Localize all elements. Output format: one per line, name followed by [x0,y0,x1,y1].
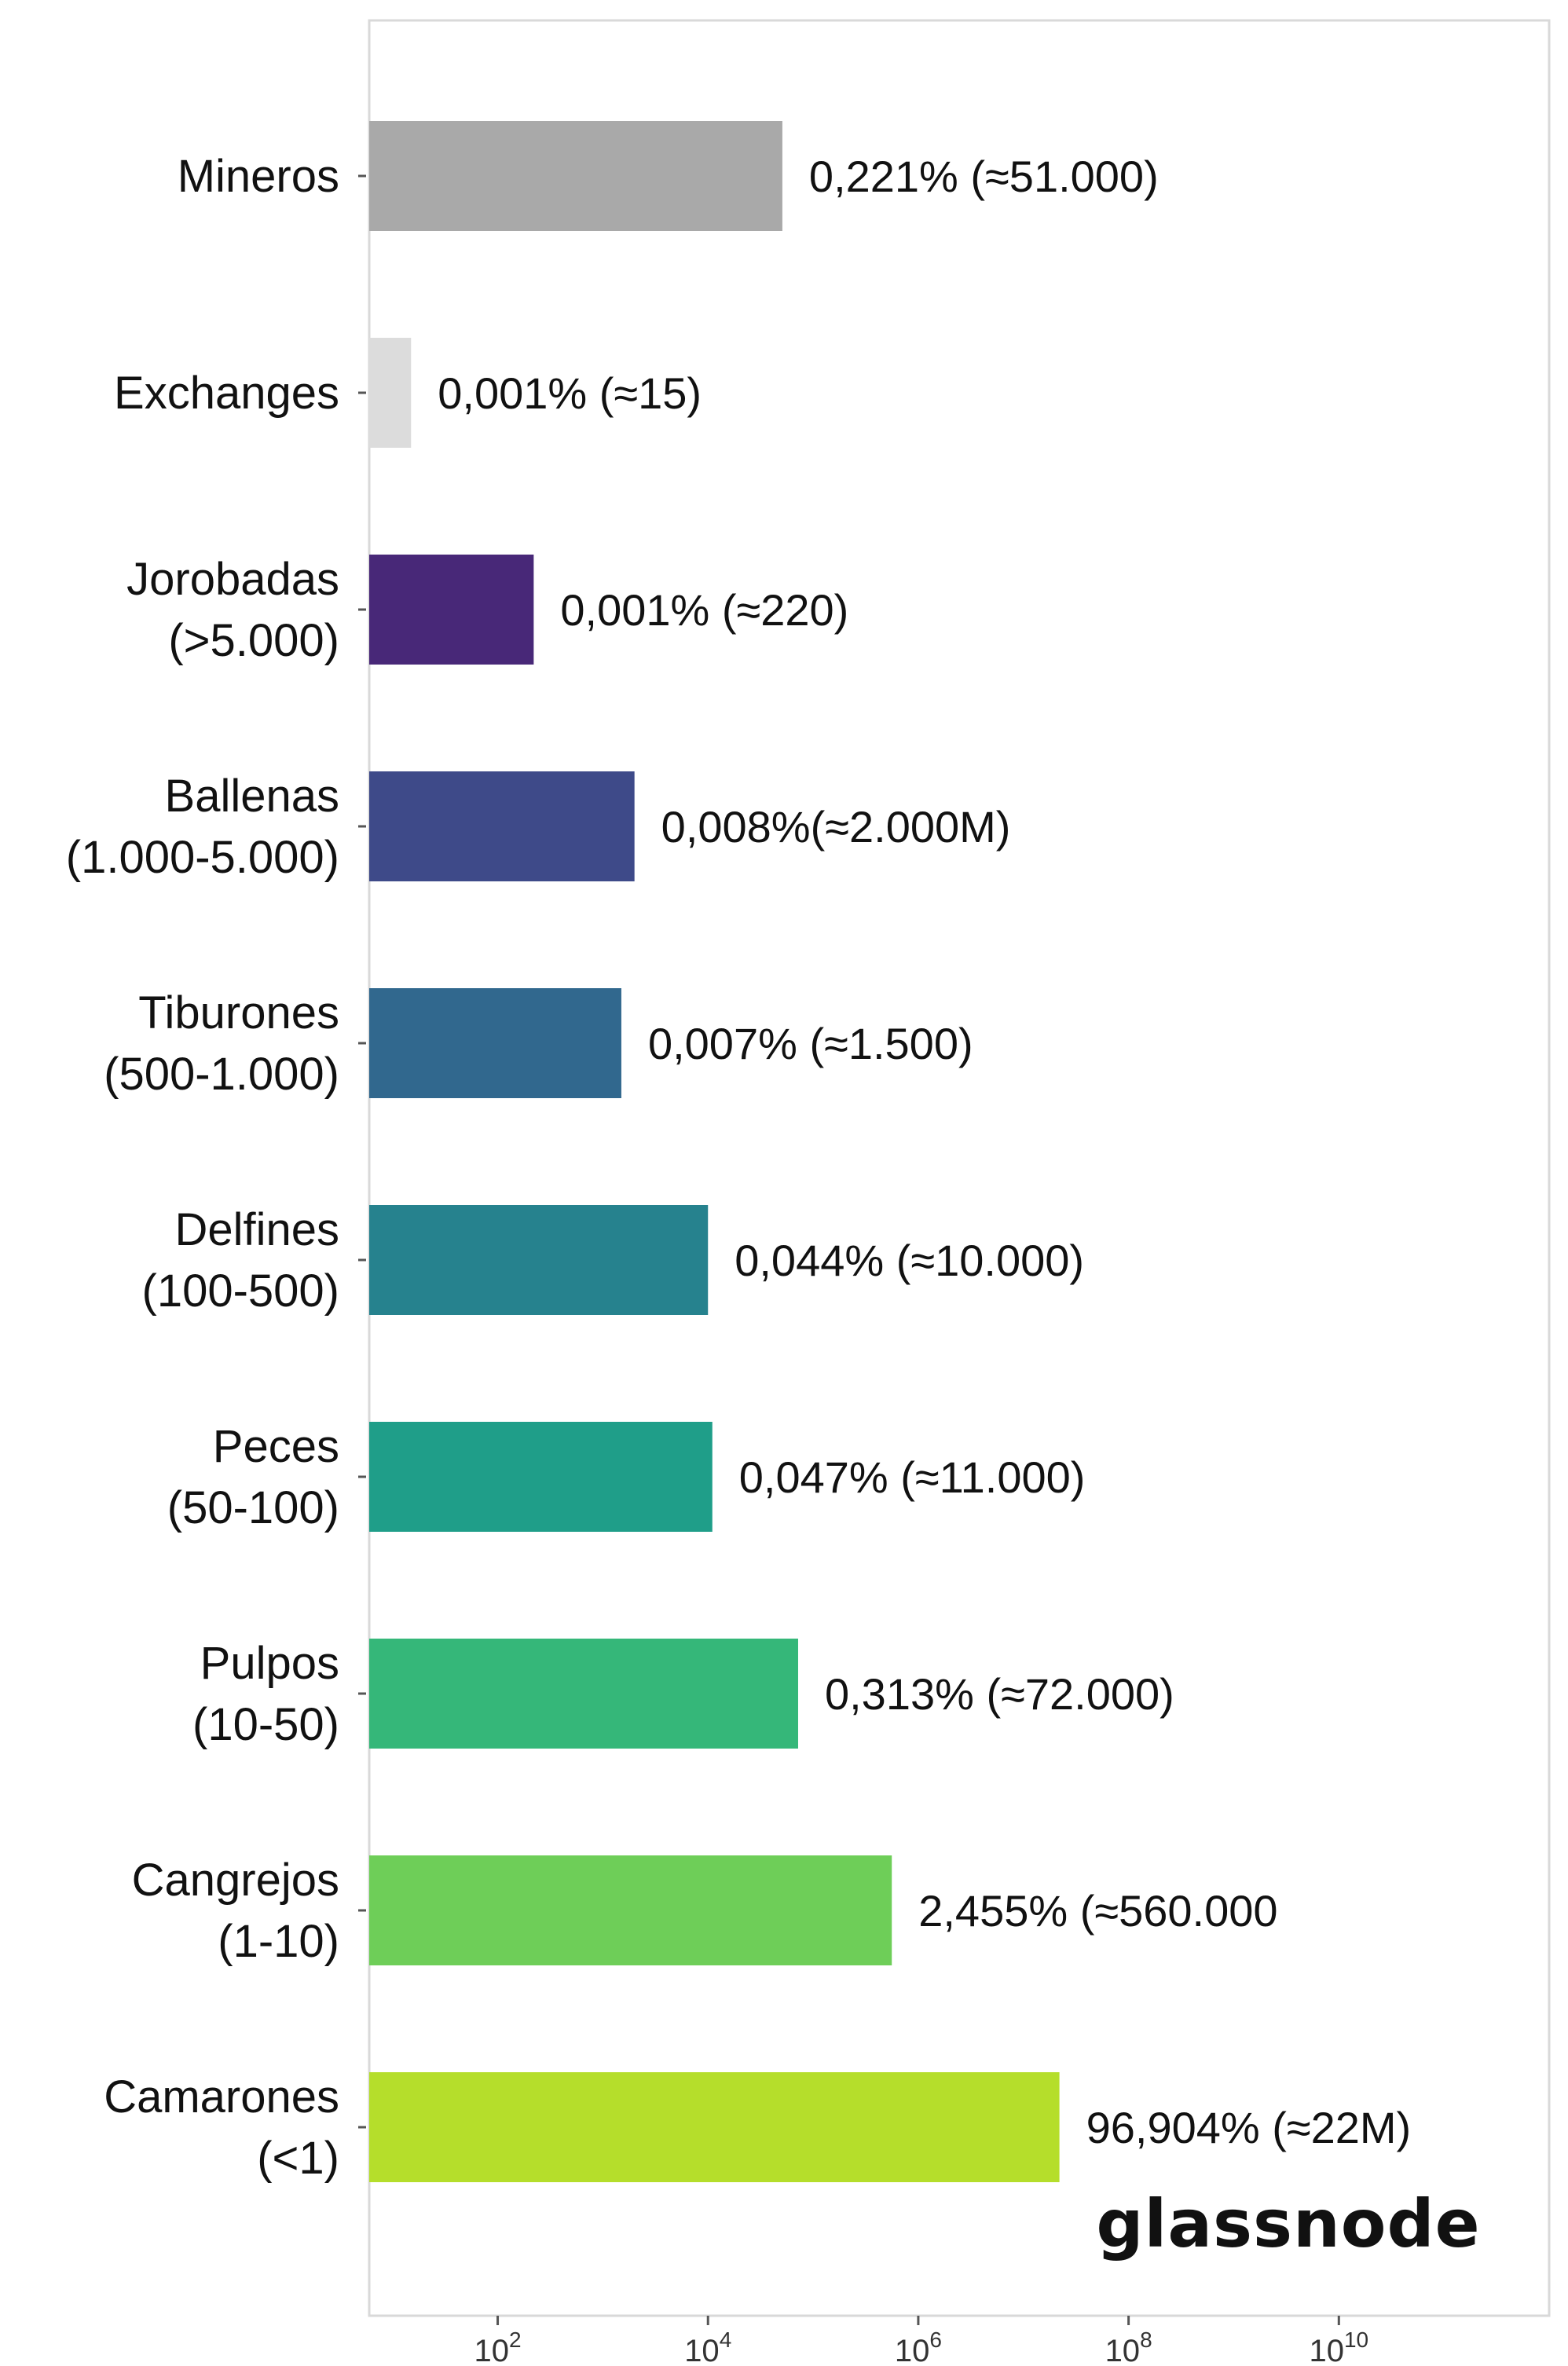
x-tick-exponent: 10 [1344,2328,1368,2352]
x-tick-label: 104 [684,2328,731,2366]
bar [369,555,534,665]
bar-group: Tiburones (500-1.000) 0,007% (≈1.500) [104,987,973,1100]
category-label: (1-10) [218,1916,339,1967]
data-label: 0,313% (≈72.000) [825,1669,1174,1719]
category-label: Ballenas [165,771,339,822]
data-label: 0,221% (≈51.000) [809,152,1159,201]
category-label: (<1) [257,2133,339,2184]
category-label: Tiburones [138,987,339,1038]
x-tick-label: 1010 [1309,2328,1368,2366]
x-tick-exponent: 2 [509,2328,522,2352]
category-label: Pulpos [200,1638,339,1689]
x-tick-base: 10 [895,2334,930,2366]
bar [369,771,635,881]
x-tick-label: 108 [1105,2328,1152,2366]
x-tick-label: 102 [474,2328,522,2366]
category-label: Delfines [174,1204,339,1255]
category-label: Camarones [104,2071,339,2122]
category-label: Jorobadas [126,554,339,605]
bar [369,2072,1060,2182]
data-label: 96,904% (≈22M) [1086,2103,1412,2152]
category-label: (10-50) [192,1699,339,1750]
x-tick-exponent: 8 [1140,2328,1152,2352]
category-label: Exchanges [114,368,339,419]
bar [369,1422,713,1532]
data-label: 0,008%(≈2.000M) [661,802,1011,852]
category-label: Mineros [178,151,339,202]
bar [369,1205,709,1315]
data-label: 0,047% (≈11.000) [739,1452,1086,1502]
x-tick-base: 10 [684,2334,720,2366]
category-label: Cangrejos [132,1855,339,1906]
bar-group: Ballenas (1.000-5.000) 0,008%(≈2.000M) [66,771,1011,883]
bar-group: Delfines (100-500) 0,044% (≈10.000) [142,1204,1085,1317]
data-label: 2,455% (≈560.000 [918,1886,1277,1936]
x-tick-base: 10 [474,2334,510,2366]
data-label: 0,044% (≈10.000) [735,1236,1084,1285]
x-tick-label: 106 [895,2328,942,2366]
bar-group: Peces (50-100) 0,047% (≈11.000) [167,1421,1086,1533]
bar [369,1855,892,1965]
data-label: 0,001% (≈15) [438,368,702,418]
data-label: 0,007% (≈1.500) [648,1019,973,1068]
category-label: (>5.000) [168,615,339,666]
bar [369,121,782,231]
bar-group: Mineros 0,221% (≈51.000) [178,121,1159,231]
category-label: Peces [213,1421,339,1472]
x-tick-base: 10 [1309,2334,1344,2366]
bars-layer: Mineros 0,221% (≈51.000) Exchanges 0,001% (… [66,121,1411,2184]
category-label: (100-500) [142,1265,339,1317]
bar-group: Exchanges 0,001% (≈15) [114,338,702,448]
bar-group: Cangrejos (1-10) 2,455% (≈560.000 [132,1855,1278,1967]
bar-group: Camarones (<1) 96,904% (≈22M) [104,2071,1411,2184]
x-tick-exponent: 6 [929,2328,942,2352]
bar [369,338,412,448]
bar [369,988,621,1098]
category-label: (500-1.000) [104,1049,339,1100]
category-label: (1.000-5.000) [66,832,339,883]
category-label: (50-100) [167,1482,339,1533]
x-tick-base: 10 [1105,2334,1141,2366]
glassnode-watermark: glassnode [1096,2185,1480,2262]
bar-group: Jorobadas (>5.000) 0,001% (≈220) [126,554,848,666]
data-label: 0,001% (≈220) [560,585,848,635]
plot-frame [368,19,1551,2317]
bar-group: Pulpos (10-50) 0,313% (≈72.000) [192,1638,1174,1750]
bar [369,1639,798,1749]
x-tick-exponent: 4 [720,2328,732,2352]
x-axis: 102 104 106 108 1010 [474,2316,1368,2366]
